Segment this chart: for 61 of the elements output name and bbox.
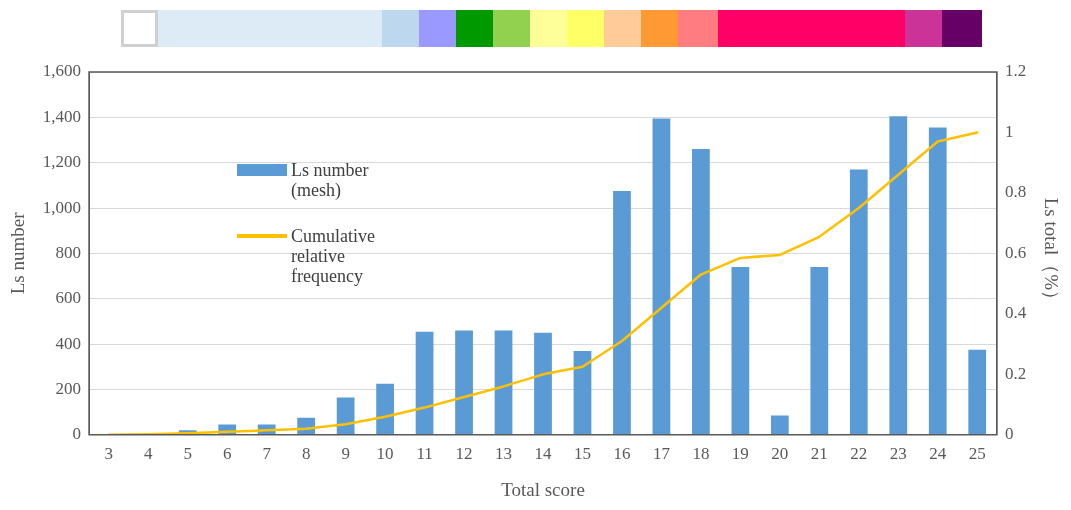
bar [455,330,473,435]
x-axis-title: Total score [501,478,585,500]
y-tick-label: 1,000 [42,197,82,217]
x-tick-label: 8 [301,444,311,464]
x-tick-label: 22 [850,444,868,464]
y2-tick-label: 0 [1004,424,1014,444]
y-axis-title: Ls number [7,211,29,295]
y-tick-label: 0 [72,424,82,444]
x-tick-label: 12 [455,444,473,464]
bar [849,169,868,435]
y-tick-label: 1,200 [42,152,82,172]
x-tick-label: 21 [810,444,828,464]
x-tick-label: 10 [376,444,394,464]
bar [692,149,710,435]
legend-label: Cumulative relative frequency [291,226,376,286]
x-tick-label: 9 [341,444,350,464]
bar [336,397,355,435]
bar [968,349,987,435]
y2-tick-label: 1.2 [1004,61,1027,81]
x-tick-label: 17 [652,444,671,464]
x-tick-label: 3 [104,444,114,464]
x-tick-label: 23 [889,444,907,464]
y-tick-label: 800 [55,242,82,262]
x-tick-label: 19 [731,444,749,464]
bar [573,350,592,435]
x-tick-label: 15 [573,444,591,464]
x-tick-label: 25 [968,444,986,464]
y-tick-label: 1,400 [42,106,82,126]
y-tick-label: 1,600 [42,61,82,81]
x-tick-label: 5 [183,444,192,464]
x-tick-label: 18 [692,444,710,464]
y2-tick-label: 0.4 [1004,303,1027,323]
x-tick-label: 16 [613,444,631,464]
x-tick-label: 13 [495,444,513,464]
bar [770,415,789,435]
bar [534,332,552,435]
y-tick-label: 600 [55,288,82,308]
bar [652,118,671,435]
bar [889,116,908,435]
y2-tick-label: 0.6 [1004,242,1027,262]
bar [494,330,513,435]
x-tick-label: 4 [144,444,154,464]
y2-axis-title: Ls total（%） [1040,197,1062,310]
bar [613,191,631,435]
legend-label: Ls number (mesh) [291,160,369,200]
x-tick-label: 14 [534,444,552,464]
x-tick-label: 7 [262,444,272,464]
y2-tick-label: 0.8 [1004,182,1027,202]
x-tick-label: 24 [929,444,947,464]
y-tick-label: 400 [55,333,82,353]
x-tick-label: 20 [771,444,789,464]
bar [731,267,750,435]
y2-tick-label: 1 [1004,121,1014,141]
x-tick-label: 11 [416,444,433,464]
bar [928,127,947,435]
y2-tick-label: 0.2 [1004,363,1027,383]
y-tick-label: 200 [55,378,82,398]
x-tick-label: 6 [222,444,232,464]
bar [810,267,829,435]
bar [376,383,394,435]
bar [415,331,434,435]
